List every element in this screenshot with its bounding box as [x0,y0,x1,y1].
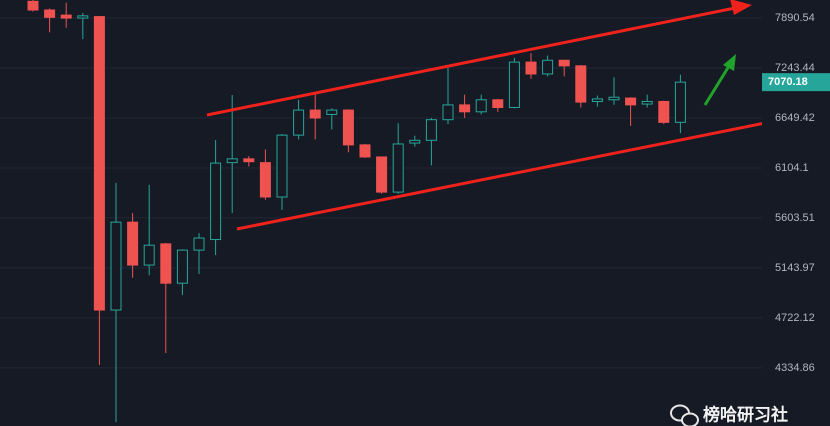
last-price-marker [762,73,830,92]
y-tick-label: 6649.42 [775,112,815,124]
arrow-head [723,54,736,71]
candle-body [27,0,39,11]
candle-body [425,119,437,141]
candle-body [459,104,471,113]
candle-body [641,100,653,105]
candle-body [342,109,354,146]
candle-body [674,81,686,123]
candle-body [525,61,537,75]
candle-body [558,59,570,67]
candle-body [226,158,238,164]
y-tick-label: 5143.97 [775,262,815,274]
y-tick-label: 4722.12 [775,312,815,324]
candle-body [276,134,288,198]
candle-body [176,249,188,284]
upper-trend-line [206,6,736,117]
candle-body [591,98,603,102]
candle-body [293,109,305,136]
candle-body [442,104,454,121]
candle-body [210,162,222,241]
candle-body [625,97,637,106]
price-axis [762,0,830,426]
candle-body [608,96,620,101]
green-arrow [703,65,731,106]
candle-body [193,237,205,251]
candle-body [93,16,105,311]
candle-body [409,139,421,144]
candle-body [110,221,122,311]
candle-body [77,15,89,19]
candle-body [127,221,139,266]
y-tick-label: 4334.86 [775,362,815,374]
candles [27,0,686,423]
candle-body [309,109,321,119]
wechat-icon [681,412,699,426]
candle-body [160,243,172,284]
y-tick-label: 7890.54 [775,12,815,24]
candle-body [542,59,554,75]
candle-body [376,156,388,193]
last-price-label: 7070.18 [768,76,808,88]
candle-body [392,143,404,193]
candle-body [44,9,56,18]
candle-body [259,162,271,198]
candle-body [243,158,255,163]
watermark-text: 榜哈研习社 [703,404,788,424]
arrow-head [730,0,752,15]
candle-body [658,100,670,123]
watermark: 榜哈研习社 [670,404,788,426]
candle-body [326,109,338,115]
y-tick-label: 7243.44 [775,62,815,74]
candle-body [475,99,487,113]
y-tick-label: 6104.1 [775,162,809,174]
candle-body [508,61,520,108]
lower-trend-line [236,120,771,231]
axis-labels: 4334.86 4722.12 5143.97 5603.51 6104.1 6649.4… [762,12,830,374]
candle-body [359,144,371,158]
y-tick-label: 5603.51 [775,212,815,224]
candle-body [60,14,72,19]
candle-body [143,244,155,266]
candle-body [492,99,504,108]
candle-body [575,65,587,103]
